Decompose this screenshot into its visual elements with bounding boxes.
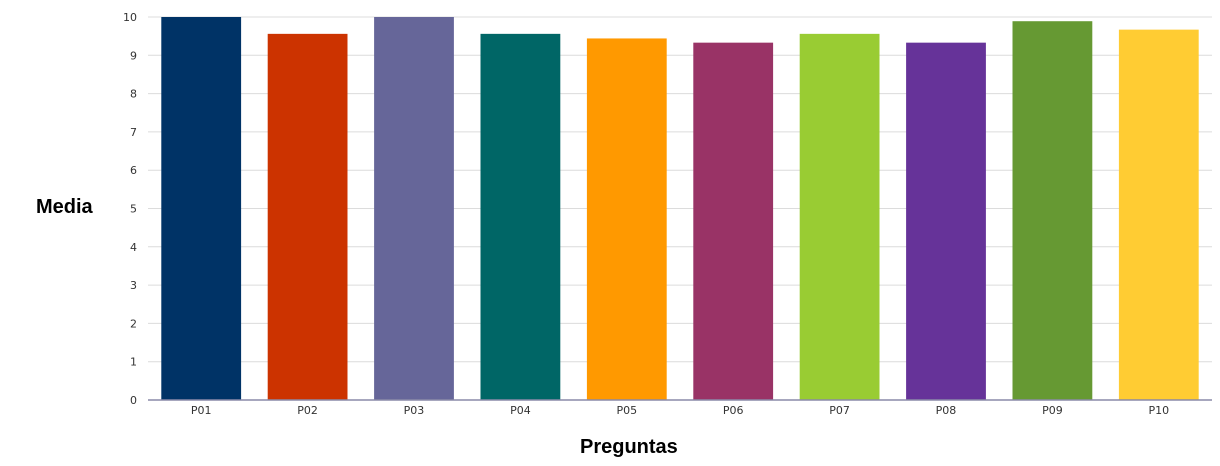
bar-p03 [374,17,454,400]
x-axis-label: Preguntas [580,436,678,458]
y-tick-label: 10 [123,11,137,24]
y-tick-label: 1 [130,356,137,369]
y-tick-label: 4 [130,241,137,254]
y-tick-label: 5 [130,203,137,216]
y-tick-label: 3 [130,279,137,292]
bar-p02 [267,33,348,401]
x-tick-label: P01 [191,404,212,417]
x-tick-label: P03 [404,404,425,417]
x-tick-label: P08 [936,404,957,417]
y-axis-label: Media [36,196,93,218]
y-tick-label: 8 [130,88,137,101]
y-tick-labels: 0 1 2 3 4 5 6 7 8 9 10 [123,11,137,407]
bar-p07 [799,33,880,401]
x-tick-labels: P01 P02 P03 P04 P05 P06 P07 P08 P09 P10 [191,404,1169,417]
x-tick-label: P04 [510,404,531,417]
y-tick-label: 7 [130,126,137,139]
bar-p09 [1012,21,1093,400]
y-tick-label: 6 [130,164,137,177]
bar-p04 [480,33,561,401]
y-tick-label: 9 [130,49,137,62]
x-tick-label: P10 [1148,404,1169,417]
y-tick-label: 0 [130,394,137,407]
bar-p01 [161,17,242,400]
x-tick-label: P09 [1042,404,1063,417]
x-tick-label: P06 [723,404,744,417]
y-tick-label: 2 [130,317,137,330]
bar-p10 [1118,29,1199,400]
x-tick-label: P05 [616,404,637,417]
bar-p08 [906,42,986,400]
x-tick-label: P02 [297,404,318,417]
x-tick-label: P07 [829,404,850,417]
bars [161,17,1199,401]
bar-p05 [586,38,667,401]
bar-p06 [693,42,774,400]
